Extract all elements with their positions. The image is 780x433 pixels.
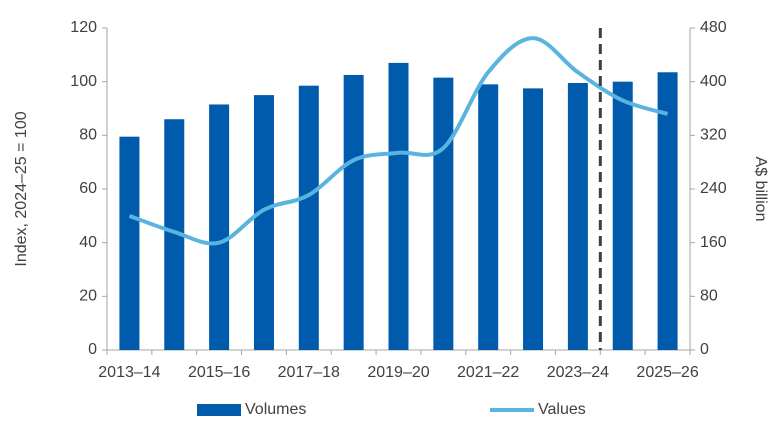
y2-tick-label: 160	[700, 234, 727, 251]
y2-tick-label: 240	[700, 180, 727, 197]
x-tick-label: 2015–16	[188, 364, 250, 381]
x-tick-label: 2021–22	[457, 364, 519, 381]
y-axis-label: Index, 2024–25 = 100	[13, 111, 30, 266]
y2-tick-label: 320	[700, 127, 727, 144]
bar	[478, 84, 499, 350]
y-tick-label: 80	[79, 127, 97, 144]
x-tick-label: 2023–24	[547, 364, 609, 381]
x-tick-label: 2017–18	[278, 364, 340, 381]
y2-tick-label: 0	[700, 341, 709, 358]
bar	[209, 104, 230, 350]
y-tick-label: 20	[79, 288, 97, 305]
bar	[433, 77, 454, 351]
bar	[119, 136, 140, 350]
x-tick-label: 2013–14	[98, 364, 160, 381]
legend-label: Values	[538, 401, 586, 418]
y2-axis-label: A$ billion	[752, 157, 769, 222]
x-tick-label: 2025–26	[636, 364, 698, 381]
y2-tick-label: 480	[700, 19, 727, 36]
bar	[657, 72, 678, 351]
y2-tick-label: 400	[700, 73, 727, 90]
bar	[523, 88, 544, 350]
bar	[164, 119, 185, 350]
bar	[388, 62, 409, 351]
bar	[253, 95, 274, 350]
y2-tick-label: 80	[700, 288, 718, 305]
line	[128, 36, 669, 246]
y-tick-label: 100	[70, 73, 97, 90]
legend-label: Volumes	[245, 401, 306, 418]
x-tick-label: 2019–20	[367, 364, 429, 381]
bar	[567, 83, 588, 350]
bar	[343, 74, 364, 350]
bar	[298, 85, 319, 351]
y-tick-label: 120	[70, 19, 97, 36]
bar	[612, 81, 633, 351]
y-tick-label: 60	[79, 180, 97, 197]
y-tick-label: 0	[88, 341, 97, 358]
y-tick-label: 40	[79, 234, 97, 251]
legend-swatch	[197, 404, 241, 416]
